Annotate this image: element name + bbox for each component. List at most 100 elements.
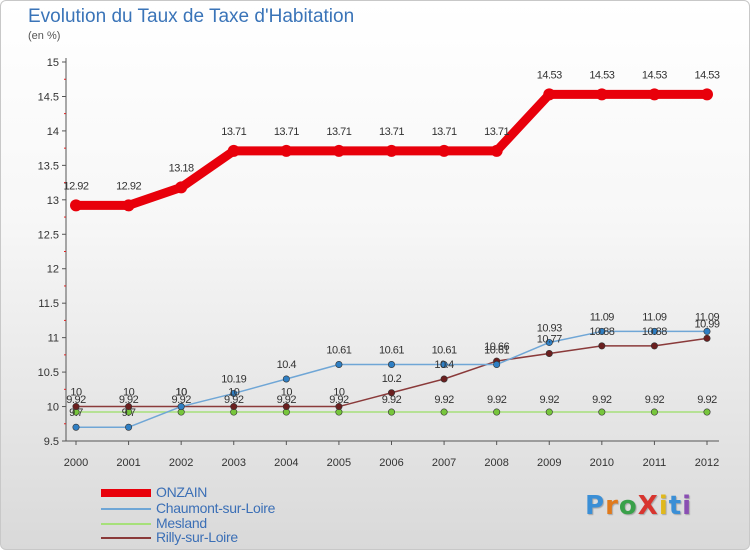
data-label-2: 9.92 [277, 394, 297, 406]
data-label-2: 9.92 [171, 394, 191, 406]
y-tick-label: 12 [47, 264, 59, 276]
data-label-2: 9.92 [382, 394, 402, 406]
data-point-1 [387, 361, 395, 369]
data-point-1 [493, 361, 501, 369]
legend-label-mesland: Mesland [156, 515, 207, 531]
data-label-2: 9.92 [697, 394, 717, 406]
data-label-3: 10 [281, 387, 293, 399]
data-point-0 [543, 88, 556, 101]
data-label-3: 10 [123, 387, 135, 399]
data-label-0: 12.92 [63, 180, 88, 192]
data-label-0: 13.71 [221, 126, 246, 138]
data-point-3 [703, 334, 711, 342]
data-label-1: 9.7 [69, 407, 83, 419]
x-tick-label: 2006 [379, 457, 403, 469]
data-label-0: 13.71 [379, 126, 404, 138]
y-tick-label: 10 [47, 402, 59, 414]
data-point-0 [490, 144, 503, 157]
data-point-1 [440, 361, 448, 369]
data-point-1 [177, 403, 185, 411]
data-point-3 [387, 389, 395, 397]
y-tick-label: 12.5 [38, 229, 59, 241]
y-tick-label: 10.5 [38, 367, 59, 379]
data-label-2: 9.92 [645, 394, 665, 406]
y-tick-label: 13.5 [38, 160, 59, 172]
data-point-3 [230, 403, 238, 411]
data-point-1 [545, 338, 553, 346]
data-point-0 [595, 88, 608, 101]
data-label-1: 10.61 [484, 345, 509, 357]
data-label-2: 9.92 [487, 394, 507, 406]
data-label-2: 9.92 [224, 394, 244, 406]
data-label-2: 9.92 [592, 394, 612, 406]
data-point-0 [701, 88, 713, 101]
data-point-0 [385, 144, 398, 157]
legend-swatch-rilly [101, 537, 151, 539]
data-label-1: 10.61 [326, 345, 351, 357]
data-point-2 [493, 408, 501, 416]
data-label-0: 13.18 [169, 162, 194, 174]
data-label-1: 11.09 [695, 311, 720, 323]
data-point-0 [122, 199, 135, 212]
data-label-1: 10.93 [537, 322, 562, 334]
data-point-3 [72, 403, 80, 411]
data-label-0: 13.71 [274, 126, 299, 138]
data-label-1: 11.09 [642, 311, 667, 323]
data-point-3 [598, 342, 606, 350]
data-point-0 [438, 144, 451, 157]
data-label-0: 14.53 [694, 69, 719, 81]
y-tick-label: 13 [47, 195, 59, 207]
data-point-0 [175, 181, 188, 194]
y-tick-label: 15 [47, 57, 59, 69]
data-point-3 [335, 403, 343, 411]
data-label-1: 9.7 [122, 407, 136, 419]
data-label-3: 10.88 [642, 326, 667, 338]
legend-label-chaumont: Chaumont-sur-Loire [156, 500, 276, 516]
data-label-0: 12.92 [116, 180, 141, 192]
data-label-3: 10 [228, 387, 240, 399]
x-tick-label: 2009 [537, 457, 561, 469]
chart-title: Evolution du Taux de Taxe d'Habitation [28, 6, 355, 27]
data-label-3: 10.66 [484, 341, 509, 353]
data-point-1 [282, 375, 290, 383]
data-point-0 [70, 199, 82, 212]
legend-label-onzain: ONZAIN [156, 484, 208, 500]
data-label-0: 14.53 [642, 69, 667, 81]
data-label-0: 14.53 [537, 69, 562, 81]
data-label-2: 9.92 [434, 394, 454, 406]
data-label-3: 10 [176, 387, 188, 399]
x-tick-label: 2004 [274, 457, 298, 469]
data-point-0 [280, 144, 293, 157]
x-tick-label: 2003 [222, 457, 246, 469]
x-tick-label: 2012 [695, 457, 719, 469]
legend-swatch-mesland [101, 523, 151, 525]
data-label-2: 9.92 [66, 394, 86, 406]
data-label-3: 10.99 [694, 318, 719, 330]
x-tick-label: 2011 [643, 457, 667, 469]
data-point-2 [598, 408, 606, 416]
x-tick-label: 2000 [64, 457, 88, 469]
legend-swatch-chaumont [101, 508, 151, 510]
data-label-3: 10.88 [589, 326, 614, 338]
data-label-3: 10.2 [382, 373, 402, 385]
data-point-1 [703, 327, 711, 335]
data-label-1: 11.09 [590, 311, 615, 323]
data-point-1 [230, 389, 238, 397]
x-tick-label: 2002 [169, 457, 193, 469]
data-point-3 [650, 342, 658, 350]
data-label-2: 9.92 [540, 394, 560, 406]
proxiti-logo: ProXiti [585, 491, 693, 521]
data-point-3 [282, 403, 290, 411]
data-point-3 [440, 375, 448, 383]
data-point-1 [72, 423, 80, 431]
legend-swatch-onzain [101, 489, 151, 497]
y-tick-label: 14 [47, 126, 59, 138]
x-tick-label: 2007 [432, 457, 456, 469]
data-point-2 [650, 408, 658, 416]
data-label-0: 14.53 [589, 69, 614, 81]
data-point-0 [648, 88, 661, 101]
y-tick-label: 11 [48, 333, 59, 345]
data-point-2 [440, 408, 448, 416]
data-point-1 [125, 423, 133, 431]
data-label-1: 10.61 [379, 345, 404, 357]
